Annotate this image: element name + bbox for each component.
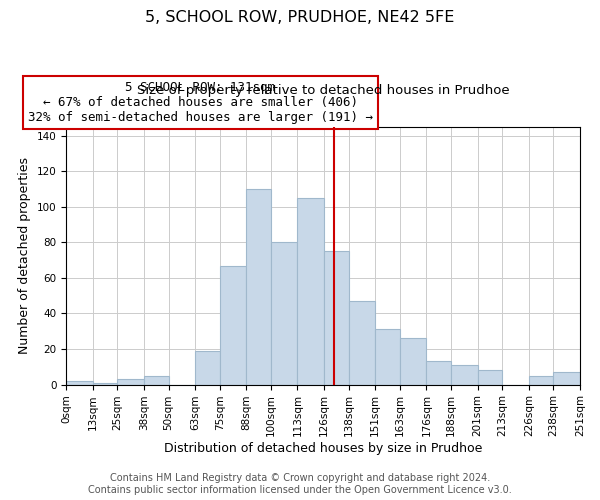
Bar — [451, 365, 478, 384]
Bar — [400, 338, 427, 384]
Text: 5 SCHOOL ROW: 131sqm
← 67% of detached houses are smaller (406)
32% of semi-deta: 5 SCHOOL ROW: 131sqm ← 67% of detached h… — [28, 82, 373, 124]
Bar — [324, 252, 349, 384]
Bar — [118, 380, 144, 384]
Bar — [271, 242, 298, 384]
Text: Contains HM Land Registry data © Crown copyright and database right 2024.
Contai: Contains HM Land Registry data © Crown c… — [88, 474, 512, 495]
Bar — [427, 362, 451, 384]
Title: Size of property relative to detached houses in Prudhoe: Size of property relative to detached ho… — [137, 84, 509, 96]
Bar — [220, 266, 247, 384]
Bar — [349, 301, 375, 384]
Y-axis label: Number of detached properties: Number of detached properties — [18, 157, 31, 354]
Bar — [247, 189, 271, 384]
Bar — [375, 330, 400, 384]
Bar — [66, 381, 93, 384]
Bar — [529, 376, 553, 384]
Bar — [93, 383, 118, 384]
X-axis label: Distribution of detached houses by size in Prudhoe: Distribution of detached houses by size … — [164, 442, 482, 455]
Bar — [195, 351, 220, 384]
Bar — [478, 370, 502, 384]
Text: 5, SCHOOL ROW, PRUDHOE, NE42 5FE: 5, SCHOOL ROW, PRUDHOE, NE42 5FE — [145, 10, 455, 25]
Bar — [144, 376, 169, 384]
Bar — [298, 198, 324, 384]
Bar — [553, 372, 580, 384]
